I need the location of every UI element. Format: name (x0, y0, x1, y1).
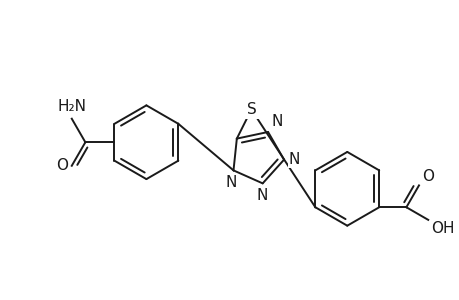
Text: O: O (56, 158, 68, 173)
Text: N: N (225, 175, 237, 190)
Text: N: N (288, 152, 300, 167)
Text: OH: OH (430, 221, 453, 236)
Text: H₂N: H₂N (57, 99, 86, 114)
Text: N: N (271, 114, 283, 129)
Text: N: N (257, 188, 268, 203)
Text: O: O (421, 169, 433, 184)
Text: S: S (246, 102, 256, 117)
